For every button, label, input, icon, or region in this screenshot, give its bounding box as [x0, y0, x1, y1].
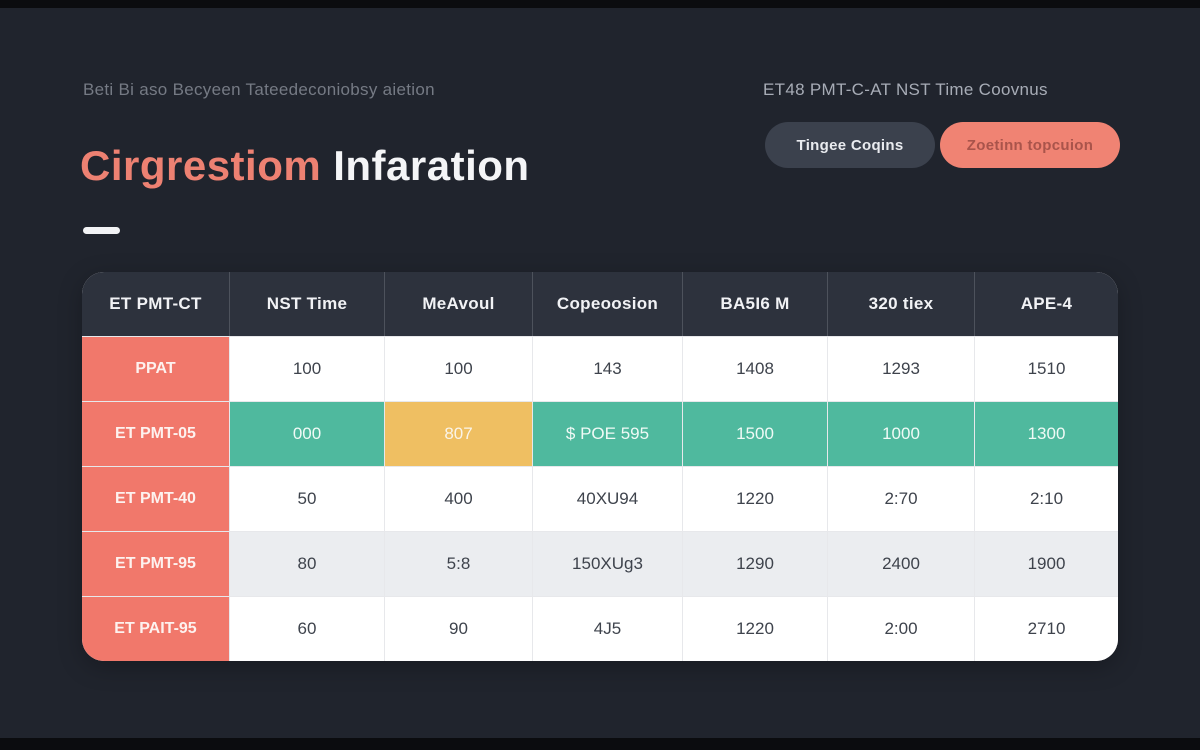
column-header-nst-time: NST Time [230, 272, 385, 336]
table-cell: 60 [230, 597, 385, 661]
page-title: Cirgrestiom Infaration [80, 142, 530, 190]
table-cell-teal: 1000 [828, 402, 975, 466]
table-cell-teal: 000 [230, 402, 385, 466]
table-header-row: ET PMT-CT NST Time MeAvoul Copeoosion BA… [82, 272, 1118, 336]
table-cell: 5:8 [385, 532, 533, 596]
page-title-accent: Cirgrestiom [80, 142, 322, 190]
table-cell-orange: 807 [385, 402, 533, 466]
table-cell: 1293 [828, 337, 975, 401]
table-cell-teal: 1500 [683, 402, 828, 466]
table-cell: 40XU94 [533, 467, 683, 531]
title-underline-dash [83, 227, 120, 234]
data-table: ET PMT-CT NST Time MeAvoul Copeoosion BA… [82, 272, 1118, 661]
table-cell-teal: 1300 [975, 402, 1118, 466]
table-row-zebra: ET PMT-95 80 5:8 150XUg3 1290 2400 1900 [82, 531, 1118, 596]
table-cell: 2:70 [828, 467, 975, 531]
table-cell: 1510 [975, 337, 1118, 401]
row-label-cell: ET PMT-95 [82, 532, 230, 596]
column-header-copeoosion: Copeoosion [533, 272, 683, 336]
table-cell: 90 [385, 597, 533, 661]
table-cell: 2:10 [975, 467, 1118, 531]
table-cell: 1408 [683, 337, 828, 401]
letterbox-top [0, 0, 1200, 8]
table-cell: 150XUg3 [533, 532, 683, 596]
secondary-button[interactable]: Tingee Coqins [765, 122, 935, 168]
letterbox-bottom [0, 738, 1200, 750]
table-cell-teal: $ POE 595 [533, 402, 683, 466]
header-caption: ET48 PMT-C-AT NST Time Coovnus [763, 80, 1048, 99]
row-label-cell: ET PMT-40 [82, 467, 230, 531]
table-cell: 1220 [683, 597, 828, 661]
table-cell: 143 [533, 337, 683, 401]
page-subtitle: Beti Bi aso Becyeen Tateedeconiobsy aiet… [83, 80, 435, 99]
column-header-meavoul: MeAvoul [385, 272, 533, 336]
row-label-cell: PPAT [82, 337, 230, 401]
table-cell: 1290 [683, 532, 828, 596]
table-cell: 100 [385, 337, 533, 401]
table-row-highlighted: ET PMT-05 000 807 $ POE 595 1500 1000 13… [82, 401, 1118, 466]
table-cell: 1220 [683, 467, 828, 531]
column-header-ape-4: APE-4 [1020, 294, 1073, 313]
row-label-cell: ET PAIT-95 [82, 597, 230, 661]
column-header-et-pmt-ct: ET PMT-CT [82, 272, 230, 336]
table-row: PPAT 100 100 143 1408 1293 1510 [82, 336, 1118, 401]
table-cell: 2:00 [828, 597, 975, 661]
table-row: ET PAIT-95 60 90 4J5 1220 2:00 2710 [82, 596, 1118, 661]
table-cell: 2710 [975, 597, 1118, 661]
table-row: ET PMT-40 50 400 40XU94 1220 2:70 2:10 [82, 466, 1118, 531]
table-cell: 100 [230, 337, 385, 401]
table-cell: 4J5 [533, 597, 683, 661]
primary-button[interactable]: Zoetinn topcuion [940, 122, 1120, 168]
table-cell: 1900 [975, 532, 1118, 596]
row-label-cell: ET PMT-05 [82, 402, 230, 466]
column-header-320-tiex: 320 tiex [828, 272, 975, 336]
table-cell: 80 [230, 532, 385, 596]
table-cell: 2400 [828, 532, 975, 596]
table-cell: 50 [230, 467, 385, 531]
table-cell: 400 [385, 467, 533, 531]
page-title-rest: Infaration [333, 142, 530, 190]
column-header-ba5i6-m: BA5I6 M [683, 272, 828, 336]
